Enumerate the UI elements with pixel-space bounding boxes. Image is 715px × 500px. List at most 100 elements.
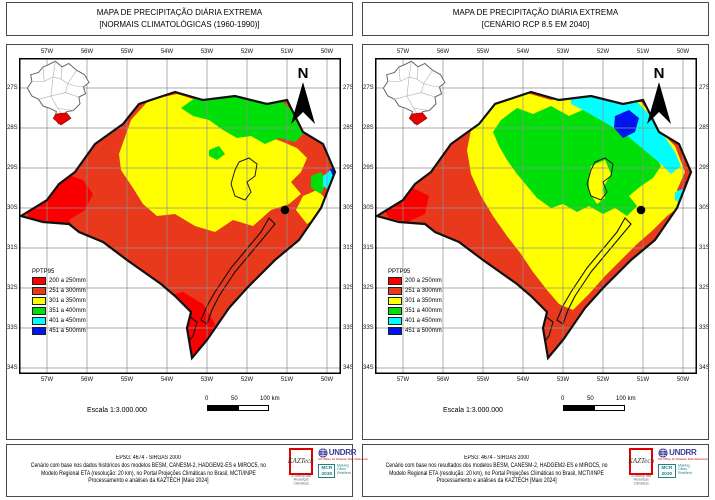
axis-tick-label: 56W <box>436 49 450 55</box>
legend-label: 301 a 350mm <box>49 298 86 304</box>
axis-tick-label: 51W <box>280 49 294 55</box>
scale-tick-0: 0 <box>561 396 565 402</box>
axis-tick-label: 55W <box>476 377 490 383</box>
scale-tick-0: 0 <box>205 396 209 402</box>
brazil-inset-map <box>26 60 90 126</box>
legend-label: 401 a 450mm <box>405 318 442 324</box>
state-outline <box>19 90 337 361</box>
axis-tick-label: 57W <box>40 377 54 383</box>
mcr2030-box: MCR 2030 <box>317 463 336 478</box>
panel-title-box: MAPA DE PRECIPITAÇÃO DIÁRIA EXTREMA [NOR… <box>6 2 353 36</box>
axis-tick-label: 57W <box>396 377 410 383</box>
axis-tick-label: 50W <box>676 377 690 383</box>
footer-line-2: Cenário com base nos resultados dos mode… <box>385 462 608 469</box>
legend-item: 200 a 250mm <box>388 277 442 285</box>
legend-label: 451 a 500mm <box>49 328 86 334</box>
scale-bar: 0 50 100 km <box>561 396 643 411</box>
kaztech-caption: A Startup das Mudanças Climáticas <box>631 474 652 485</box>
undrr-wordmark: UNDRR <box>328 447 357 457</box>
axis-tick-label: 31S <box>7 245 18 251</box>
choropleth-map-normais: N <box>19 58 341 374</box>
undrr-globe-icon <box>658 447 668 458</box>
undrr-logo: UNDRR <box>658 447 705 458</box>
undrr-mcr-logos: UNDRR UN Office for Disaster Risk Reduct… <box>317 447 368 483</box>
legend-label: 351 a 400mm <box>49 308 86 314</box>
mcr2030-caption: Making Cities Resilient <box>337 463 352 475</box>
legend-label: 351 a 400mm <box>405 308 442 314</box>
scale-tick-100: 100 km <box>616 396 636 402</box>
axis-tick-label: 33S <box>363 325 374 331</box>
footer-line-2: Cenário com base nos dados históricos do… <box>30 462 267 469</box>
scale-bar-segment-white <box>594 406 624 410</box>
footer-line-4: Processamento e análises da KAZTECH [Mai… <box>436 478 557 485</box>
mcr2030-line2: 2030 <box>661 471 673 476</box>
map-area-normais: N PPTP95 200 a 250mm 251 a 300mm 301 a 350… <box>6 44 353 440</box>
legend-item: 351 a 400mm <box>388 307 442 315</box>
axis-tick-label: 52W <box>596 49 610 55</box>
svg-text:N: N <box>298 65 309 82</box>
axis-tick-label: 34S <box>699 365 709 371</box>
city-marker-dot <box>280 205 290 215</box>
legend: PPTP95 200 a 250mm 251 a 300mm 301 a 350mm… <box>32 269 86 337</box>
axis-tick-label: 28S <box>7 125 18 131</box>
legend-label: 401 a 450mm <box>49 318 86 324</box>
legend-label: 251 a 300mm <box>49 288 86 294</box>
axis-tick-label: 30S <box>343 205 353 211</box>
axis-tick-label: 27S <box>699 85 709 91</box>
footer-line-3: Modelo Regional ETA (resolução: 20 km), … <box>41 470 256 477</box>
axis-tick-label: 54W <box>160 377 174 383</box>
legend-swatch <box>32 277 46 285</box>
scale-bar-segment-black <box>564 406 594 410</box>
legend-swatch <box>32 317 46 325</box>
axis-tick-label: 53W <box>556 49 570 55</box>
scale-bar: 0 50 100 km <box>205 396 287 411</box>
legend-item: 200 a 250mm <box>32 277 86 285</box>
axis-tick-label: 31S <box>363 245 374 251</box>
axis-tick-label: 57W <box>40 49 54 55</box>
axis-tick-label: 55W <box>120 49 134 55</box>
undrr-globe-icon <box>318 447 328 458</box>
axis-tick-label: 54W <box>516 377 530 383</box>
municipality-outline <box>586 157 614 201</box>
panel-rcp85: MAPA DE PRECIPITAÇÃO DIÁRIA EXTREMA [CEN… <box>362 2 709 497</box>
legend-swatch <box>32 297 46 305</box>
scale-bar-labels: 0 50 100 km <box>561 396 643 404</box>
axis-tick-label: 31S <box>699 245 709 251</box>
legend-item: 251 a 300mm <box>388 287 442 295</box>
mcr2030-box: MCR 2030 <box>658 463 676 478</box>
kaztech-logo: KAZTech A Startup das Mudanças Climática… <box>627 447 655 494</box>
scale-bar-segment-black <box>208 406 238 410</box>
footer-line-3: Modelo Regional ETA (resolução: 20 km), … <box>389 470 604 477</box>
axis-tick-label: 31S <box>343 245 353 251</box>
legend-swatch <box>32 307 46 315</box>
legend-title: PPTP95 <box>388 269 411 275</box>
axis-tick-label: 29S <box>343 165 353 171</box>
axis-tick-label: 51W <box>636 377 650 383</box>
legend-swatch <box>388 287 402 295</box>
axis-tick-label: 33S <box>699 325 709 331</box>
undrr-mcr-logos: UNDRR UN Office for Disaster Risk Reduct… <box>658 447 708 483</box>
axis-tick-label: 54W <box>160 49 174 55</box>
axis-tick-label: 30S <box>699 205 709 211</box>
kaztech-logo-box: KAZTech <box>628 447 654 475</box>
footer-logos: KAZTech A Startup das Mudanças Climática… <box>287 447 368 494</box>
axis-tick-label: 51W <box>636 49 650 55</box>
axis-tick-label: 51W <box>280 377 294 383</box>
footer-text: EPSG: 4674 - SIRGAS 2000 Cenário com bas… <box>31 455 266 486</box>
axis-tick-label: 55W <box>120 377 134 383</box>
rio-grande-do-sul-highlight <box>52 112 72 126</box>
svg-text:N: N <box>654 65 665 82</box>
panel-title-line1: MAPA DE PRECIPITAÇÃO DIÁRIA EXTREMA <box>452 8 619 18</box>
panel-title-line1: MAPA DE PRECIPITAÇÃO DIÁRIA EXTREMA <box>96 8 263 18</box>
mcr2030-caption: Making Cities Resilient <box>677 463 692 475</box>
undrr-wordmark: UNDRR <box>669 447 697 457</box>
axis-tick-label: 55W <box>476 49 490 55</box>
legend-swatch <box>388 307 402 315</box>
axis-tick-label: 32S <box>699 285 709 291</box>
legend-swatch <box>388 277 402 285</box>
legend-item: 451 a 500mm <box>32 327 86 335</box>
legend: PPTP95 200 a 250mm 251 a 300mm 301 a 350mm… <box>388 269 442 337</box>
legend-item: 451 a 500mm <box>388 327 442 335</box>
mcr2030-logo: MCR 2030 Making Cities Resilient <box>317 463 365 483</box>
